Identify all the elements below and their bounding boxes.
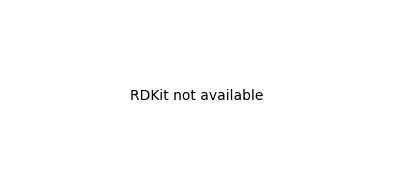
Text: RDKit not available: RDKit not available <box>130 89 264 103</box>
